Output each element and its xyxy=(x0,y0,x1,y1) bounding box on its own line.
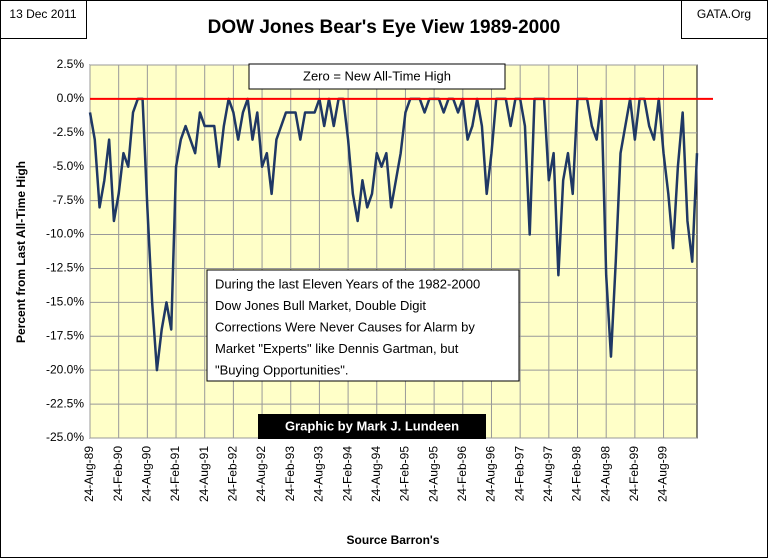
y-axis-label: Percent from Last All-Time High xyxy=(14,161,28,343)
chart-title: DOW Jones Bear's Eye View 1989-2000 xyxy=(208,17,561,38)
x-tick-label: 24-Aug-93 xyxy=(312,446,326,502)
x-tick-label: 24-Feb-97 xyxy=(512,446,526,502)
x-tick-label: 24-Aug-98 xyxy=(598,446,612,502)
y-tick-label: -15.0% xyxy=(46,295,84,309)
y-tick-label: -5.0% xyxy=(53,159,85,173)
y-tick-label: 0.0% xyxy=(57,91,85,105)
x-axis-label: Source Barron's xyxy=(347,533,440,547)
x-tick-label: 24-Feb-93 xyxy=(283,446,297,502)
y-tick-label: -10.0% xyxy=(46,227,84,241)
y-tick-label: -25.0% xyxy=(46,430,84,444)
commentary-line: Market "Experts" like Dennis Gartman, bu… xyxy=(215,341,459,356)
x-tick-label: 24-Feb-92 xyxy=(226,446,240,502)
x-tick-label: 24-Feb-90 xyxy=(111,446,125,502)
commentary-line: "Buying Opportunities". xyxy=(215,362,349,377)
x-tick-label: 24-Aug-96 xyxy=(484,446,498,502)
x-tick-label: 24-Aug-92 xyxy=(254,446,268,502)
x-tick-label: 24-Aug-94 xyxy=(369,446,383,502)
site-box xyxy=(681,0,768,39)
y-tick-label: -7.5% xyxy=(53,193,85,207)
y-tick-label: -12.5% xyxy=(46,261,84,275)
y-tick-label: -2.5% xyxy=(53,125,85,139)
zero-note-box xyxy=(248,63,506,90)
credit-box xyxy=(258,414,486,439)
y-tick-label: 2.5% xyxy=(57,57,85,71)
commentary-line: Corrections Were Never Causes for Alarm … xyxy=(215,319,475,334)
y-tick-label: -20.0% xyxy=(46,362,84,376)
commentary-line: During the last Eleven Years of the 1982… xyxy=(215,276,480,291)
zero-note: Zero = New All-Time High xyxy=(303,68,451,83)
x-tick-label: 24-Feb-96 xyxy=(455,446,469,502)
x-tick-label: 24-Aug-91 xyxy=(197,446,211,502)
x-tick-label: 24-Feb-91 xyxy=(168,446,182,502)
x-tick-label: 24-Aug-95 xyxy=(426,446,440,502)
commentary-line: Dow Jones Bull Market, Double Digit xyxy=(215,298,426,313)
date-box xyxy=(0,0,87,39)
data-line xyxy=(88,97,699,372)
x-tick-label: 24-Aug-90 xyxy=(140,446,154,502)
x-tick-label: 24-Feb-98 xyxy=(570,446,584,502)
x-tick-label: 24-Feb-99 xyxy=(627,446,641,502)
date-note: 13 Dec 2011 xyxy=(9,7,76,21)
x-tick-label: 24-Aug-89 xyxy=(82,446,96,502)
site-note: GATA.Org xyxy=(697,7,751,21)
x-tick-label: 24-Feb-95 xyxy=(398,446,412,502)
commentary-box xyxy=(206,269,520,382)
x-tick-label: 24-Aug-99 xyxy=(656,446,670,502)
x-tick-label: 24-Aug-97 xyxy=(541,446,555,502)
x-tick-label: 24-Feb-94 xyxy=(340,446,354,502)
y-tick-label: -22.5% xyxy=(46,396,84,410)
credit: Graphic by Mark J. Lundeen xyxy=(285,418,459,433)
y-tick-label: -17.5% xyxy=(46,328,84,342)
